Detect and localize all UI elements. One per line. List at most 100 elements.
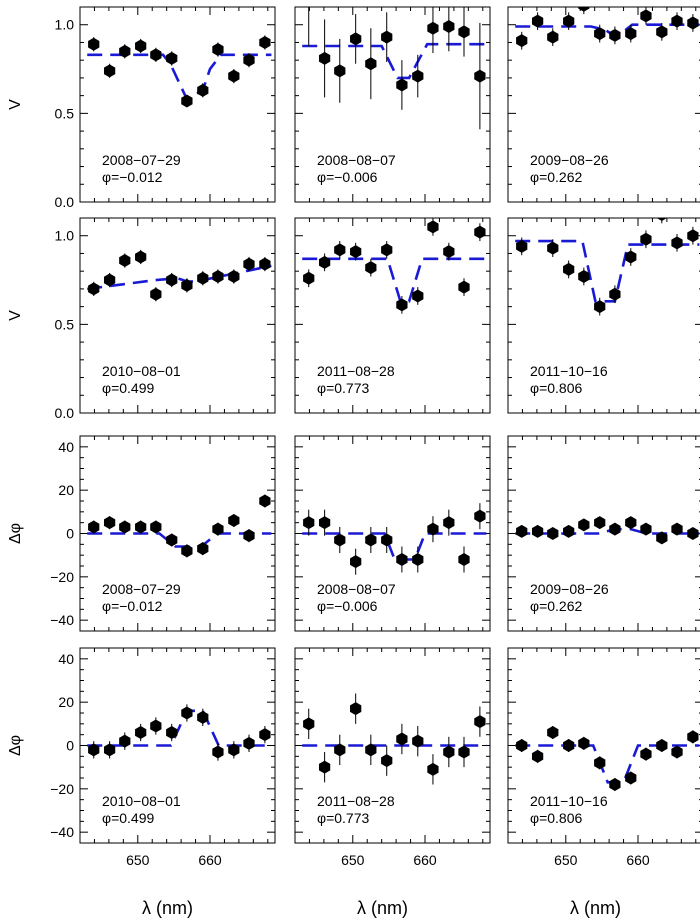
annotation-phase: φ=−0.006 [317, 169, 378, 185]
data-point [640, 232, 652, 246]
data-point [135, 726, 147, 739]
data-point [303, 717, 315, 731]
x-axis-label: λ (nm) [357, 898, 408, 918]
data-point [594, 756, 606, 770]
y-axis-label: Δφ [7, 735, 24, 756]
data-point [181, 94, 193, 108]
x-axis-label: λ (nm) [142, 898, 193, 918]
panel-r2-c0: −40 −20 0 20 40 2008−07−29φ=−0.012 [50, 435, 276, 632]
panel-r3-c0: 650 660 −40 −20 0 20 40 2010−08−01φ=0.499 [50, 647, 276, 868]
data-point [671, 14, 683, 28]
annotation-phase: φ=0.806 [530, 810, 583, 826]
data-point [365, 261, 377, 275]
data-point [547, 241, 559, 255]
data-point [88, 520, 100, 534]
panel-content [515, 726, 700, 791]
data-point [427, 220, 439, 234]
panel-content [515, 7, 700, 50]
data-point [166, 533, 178, 547]
y-axis-label: Δφ [7, 523, 24, 544]
data-point [443, 745, 455, 759]
data-point [412, 734, 424, 748]
data-point [671, 522, 683, 536]
data-point [563, 262, 575, 276]
data-point [547, 30, 559, 44]
data-point [427, 21, 439, 35]
data-point [334, 243, 346, 257]
data-point [578, 7, 590, 12]
panel-content [515, 516, 700, 545]
panel-content [302, 693, 487, 785]
data-point [458, 745, 470, 759]
data-point [474, 509, 486, 523]
model-line [515, 527, 700, 535]
y-axis-label: V [7, 99, 24, 110]
data-point [103, 516, 116, 530]
annotation-date: 2010−08−01 [102, 793, 181, 809]
data-point [547, 527, 559, 540]
y-tick-label: 0.0 [55, 194, 75, 210]
data-point [150, 520, 162, 534]
data-point [687, 229, 699, 243]
data-point [609, 287, 621, 301]
data-point [103, 743, 116, 757]
data-point [318, 516, 331, 530]
data-point [381, 533, 393, 547]
data-point [228, 270, 240, 283]
y-tick-label: 20 [58, 482, 74, 498]
x-tick-label: 650 [554, 852, 578, 868]
data-point [350, 702, 362, 716]
data-point [656, 531, 668, 545]
y-tick-label: −40 [50, 612, 74, 628]
data-point [103, 273, 116, 287]
annotation-phase: φ=0.262 [530, 169, 583, 185]
data-point [212, 522, 224, 536]
data-point [381, 243, 393, 257]
data-point [135, 39, 147, 53]
data-point [381, 30, 393, 44]
panel-r3-c2: 650 660 2011−10−16φ=0.806 [507, 647, 700, 868]
data-point [166, 51, 178, 65]
panel-r1-c1: 2011−08−28φ=0.773 [294, 217, 491, 414]
panel-r1-c2: 2011−10−16φ=0.806 [507, 217, 700, 414]
data-point [259, 35, 271, 49]
data-point [594, 516, 606, 530]
data-point [228, 514, 240, 527]
data-point [350, 245, 362, 259]
panel-r2-c1: 2008−08−07φ=−0.006 [294, 435, 491, 632]
data-point [212, 270, 224, 283]
annotation-phase: φ=0.499 [102, 380, 155, 396]
y-tick-label: 0 [66, 526, 74, 542]
data-point [303, 271, 315, 285]
data-point [243, 529, 255, 543]
data-point [228, 69, 240, 83]
panel-r0-c2: 2009−08−26φ=0.262 [507, 6, 700, 203]
plot-frame [79, 6, 276, 203]
data-point [609, 522, 621, 536]
annotation-date: 2011−10−16 [530, 793, 608, 809]
y-tick-label: 1.0 [55, 228, 75, 244]
data-point [563, 739, 575, 752]
data-point [458, 25, 470, 39]
data-point [412, 553, 424, 566]
data-point [243, 53, 255, 67]
x-tick-label: 660 [198, 852, 222, 868]
data-point [181, 278, 193, 292]
data-point [687, 527, 699, 540]
data-point [396, 78, 408, 92]
data-point [516, 239, 528, 253]
data-point [135, 520, 147, 534]
data-point [578, 736, 590, 750]
data-point [150, 48, 162, 62]
data-point [334, 64, 346, 78]
data-point [88, 282, 100, 296]
data-point [88, 743, 100, 757]
data-point [119, 44, 131, 58]
data-point [656, 218, 667, 221]
panel-r2-c2: 2009−08−26φ=0.262 [507, 435, 700, 632]
data-point [443, 516, 455, 530]
annotation-date: 2011−10−16 [530, 363, 608, 379]
data-point [656, 25, 668, 39]
data-point [531, 524, 544, 538]
data-point [443, 20, 455, 33]
